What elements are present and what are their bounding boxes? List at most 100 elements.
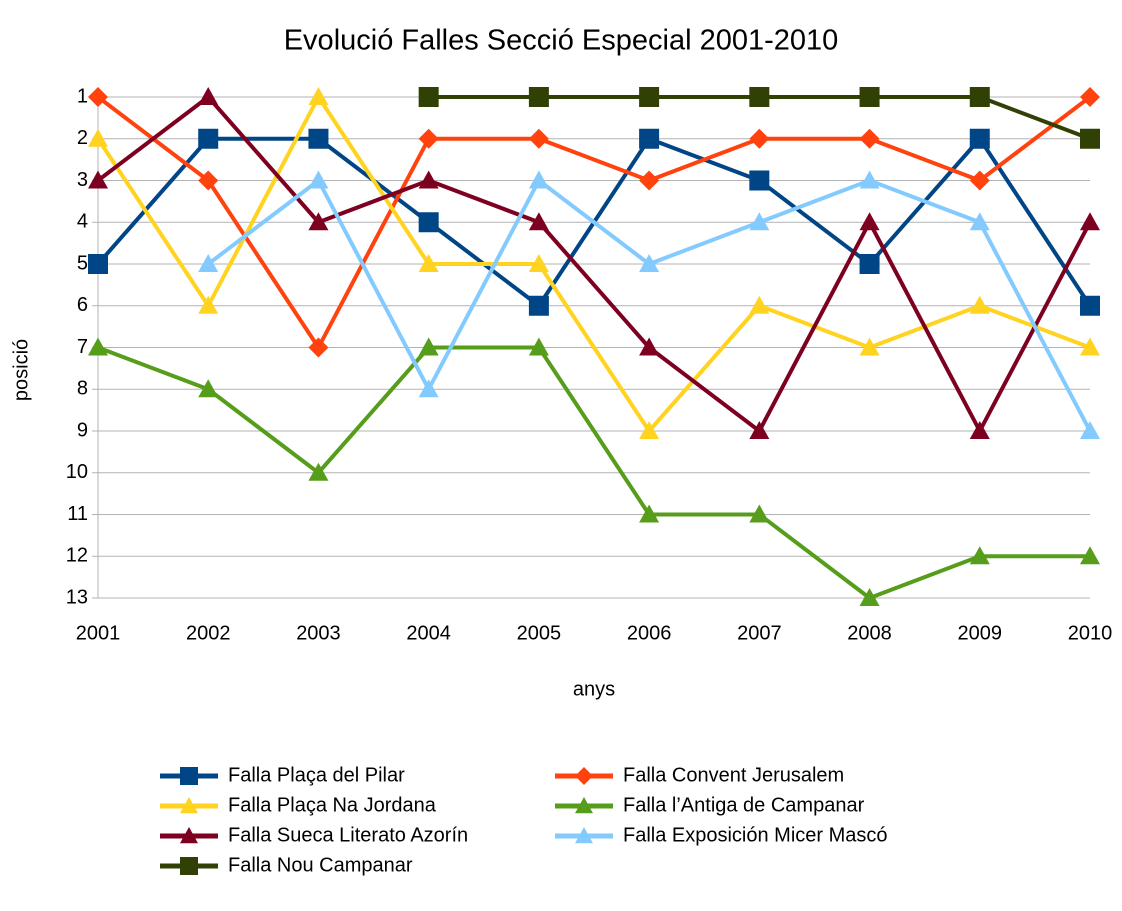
data-point <box>859 170 880 189</box>
data-point <box>308 462 329 481</box>
data-point <box>969 128 990 149</box>
data-point <box>198 170 219 191</box>
data-point <box>418 170 439 189</box>
data-point <box>749 295 770 314</box>
legend-marker <box>180 767 198 785</box>
legend-label: Falla l’Antiga de Campanar <box>623 794 865 816</box>
data-point <box>1080 421 1100 439</box>
data-point <box>639 337 660 356</box>
y-tick-label: 11 <box>67 503 88 525</box>
x-tick-label: 2006 <box>627 622 672 644</box>
legend-marker <box>575 767 593 785</box>
data-point <box>1080 128 1100 149</box>
legend-marker <box>180 797 198 814</box>
legend-marker <box>575 797 593 814</box>
data-point <box>418 212 439 233</box>
data-point <box>198 128 219 149</box>
data-point <box>1080 87 1100 107</box>
data-point <box>749 87 770 107</box>
data-point <box>198 295 219 314</box>
data-point <box>198 254 219 272</box>
data-point <box>308 337 329 358</box>
x-tick-label: 2005 <box>517 622 562 644</box>
data-point <box>418 254 439 272</box>
x-tick-label: 2007 <box>737 622 782 644</box>
legend-label: Falla Sueca Literato Azorín <box>228 824 468 846</box>
series-line <box>97 345 1090 600</box>
data-point <box>88 337 108 356</box>
legend-label: Falla Plaça Na Jordana <box>228 794 437 816</box>
data-point <box>528 337 549 356</box>
data-point <box>308 87 329 105</box>
data-point <box>639 170 660 191</box>
data-point <box>88 128 108 147</box>
data-point <box>749 212 770 231</box>
data-point <box>859 87 880 107</box>
data-point <box>308 212 329 231</box>
y-tick-label: 6 <box>77 294 88 316</box>
data-point <box>969 546 990 565</box>
x-tick-label: 2003 <box>296 622 341 644</box>
x-tick-label: 2004 <box>406 622 451 644</box>
data-point <box>859 254 880 274</box>
legend-marker <box>180 827 198 844</box>
data-point <box>749 170 770 191</box>
data-point <box>969 170 990 191</box>
data-point <box>1080 212 1100 231</box>
legend-label: Falla Exposición Micer Mascó <box>623 824 888 846</box>
data-point <box>639 421 660 439</box>
data-point <box>749 421 770 439</box>
data-point <box>528 254 549 272</box>
data-point <box>859 588 880 606</box>
x-tick-label: 2009 <box>958 622 1003 644</box>
legend-label: Falla Plaça del Pilar <box>228 764 405 786</box>
data-point <box>528 87 549 107</box>
legend-marker <box>575 827 593 844</box>
data-point <box>639 87 660 107</box>
data-point <box>1080 295 1100 316</box>
data-point <box>1080 546 1100 565</box>
data-point <box>418 379 439 398</box>
legend-label: Falla Convent Jerusalem <box>623 764 844 786</box>
y-tick-label: 3 <box>77 169 88 191</box>
data-point <box>528 170 549 189</box>
x-tick-label: 2001 <box>76 622 121 644</box>
data-point <box>88 170 108 189</box>
data-point <box>528 295 549 316</box>
x-tick-label: 2008 <box>847 622 892 644</box>
y-tick-label: 12 <box>66 545 88 567</box>
data-point <box>528 212 549 231</box>
x-tick-label: 2002 <box>186 622 231 644</box>
data-point <box>639 128 660 149</box>
data-point <box>308 128 329 149</box>
y-tick-label: 9 <box>77 419 88 441</box>
x-tick-label: 2010 <box>1068 622 1113 644</box>
data-point <box>418 87 439 107</box>
data-point <box>198 87 219 105</box>
data-point <box>859 128 880 149</box>
data-point <box>749 128 770 149</box>
data-point <box>418 128 439 149</box>
y-tick-label: 7 <box>77 336 88 358</box>
y-tick-label: 10 <box>66 461 88 483</box>
data-point <box>749 504 770 523</box>
data-point <box>969 421 990 439</box>
x-axis-label: anys <box>573 678 615 700</box>
data-point <box>859 212 880 231</box>
series-line <box>96 95 1092 350</box>
legend-marker <box>180 857 198 875</box>
data-point <box>639 504 660 523</box>
data-point <box>88 87 108 107</box>
y-tick-label: 8 <box>77 378 88 400</box>
data-point <box>969 87 990 107</box>
series-line <box>96 95 1092 433</box>
data-point <box>418 337 439 356</box>
y-tick-label: 2 <box>77 127 88 149</box>
y-axis-label: posició <box>10 339 32 401</box>
data-point <box>88 254 108 274</box>
data-point <box>308 170 329 189</box>
data-point <box>969 295 990 314</box>
y-tick-label: 4 <box>77 211 88 233</box>
data-point <box>198 379 219 398</box>
